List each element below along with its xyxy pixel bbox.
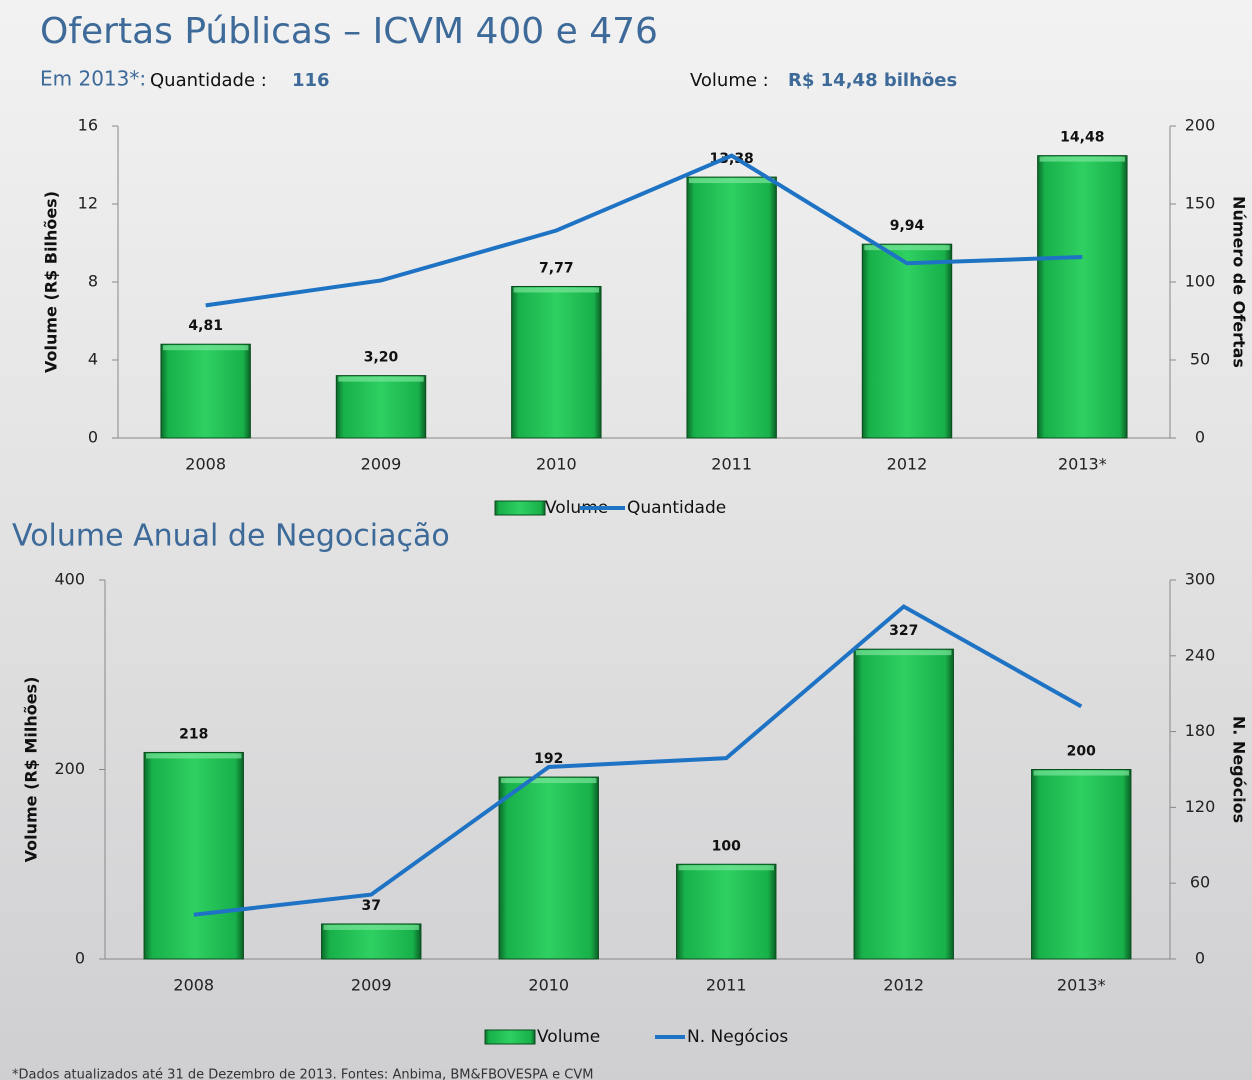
y-tick-label: 12 bbox=[78, 194, 98, 213]
x-tick-label: 2013* bbox=[1057, 976, 1106, 995]
value-label: 4,81 bbox=[188, 318, 223, 334]
footnote: *Dados atualizados até 31 de Dezembro de… bbox=[12, 1068, 593, 1080]
y2-tick-label: 0 bbox=[1195, 949, 1205, 968]
legend-label: Volume bbox=[545, 498, 608, 518]
line bbox=[205, 153, 1083, 308]
count-label: Quantidade : bbox=[150, 70, 267, 91]
count-value: 116 bbox=[292, 70, 330, 91]
bar-top bbox=[146, 753, 242, 759]
value-label: 9,94 bbox=[890, 218, 925, 234]
y2-tick-label: 0 bbox=[1195, 428, 1205, 447]
bar-top bbox=[678, 865, 774, 871]
y-tick-label: 8 bbox=[88, 272, 98, 291]
y2-tick-label: 240 bbox=[1185, 645, 1216, 664]
volume-label: Volume : bbox=[690, 70, 769, 91]
bar bbox=[1037, 155, 1128, 439]
y2-tick-label: 180 bbox=[1185, 721, 1216, 740]
y2-tick-label: 150 bbox=[1185, 194, 1216, 213]
value-label: 7,77 bbox=[539, 260, 574, 276]
value-label: 100 bbox=[712, 838, 741, 854]
line bbox=[193, 604, 1083, 917]
bar bbox=[676, 863, 777, 960]
y2-tick-label: 120 bbox=[1185, 797, 1216, 816]
legend-label: Quantidade bbox=[627, 498, 726, 518]
bar bbox=[1031, 769, 1132, 960]
bar bbox=[498, 776, 599, 960]
bar bbox=[686, 176, 777, 439]
bar-top bbox=[688, 178, 775, 184]
y-axis-label: Volume (R$ Bilhões) bbox=[42, 191, 61, 373]
y2-axis-label: N. Negócios bbox=[1230, 716, 1249, 823]
y2-tick-label: 50 bbox=[1190, 350, 1210, 369]
legend-swatch bbox=[484, 1029, 536, 1045]
x-tick-label: 2011 bbox=[706, 976, 747, 995]
bar bbox=[143, 751, 244, 960]
bar-top bbox=[513, 287, 600, 293]
x-tick-label: 2008 bbox=[173, 976, 214, 995]
x-tick-label: 2013* bbox=[1058, 455, 1107, 474]
bar-top bbox=[1033, 770, 1129, 776]
value-label: 14,48 bbox=[1060, 130, 1104, 146]
value-label: 218 bbox=[179, 726, 208, 742]
bar-top bbox=[162, 345, 249, 351]
bar bbox=[853, 648, 954, 960]
bar-top bbox=[1039, 156, 1126, 162]
y2-axis-label: Número de Ofertas bbox=[1230, 196, 1249, 368]
y-tick-label: 0 bbox=[88, 428, 98, 447]
x-tick-label: 2010 bbox=[536, 455, 577, 474]
period: Em 2013*: bbox=[40, 67, 146, 91]
bar bbox=[335, 375, 427, 439]
x-tick-label: 2009 bbox=[361, 455, 402, 474]
x-tick-label: 2008 bbox=[185, 455, 226, 474]
bar-top bbox=[323, 924, 419, 930]
y-axis-label: Volume (R$ Milhões) bbox=[22, 677, 41, 863]
legend-swatch bbox=[494, 500, 546, 516]
value-label: 200 bbox=[1067, 744, 1096, 760]
legend-label: Volume bbox=[537, 1027, 600, 1047]
bar-top bbox=[856, 650, 952, 656]
bar-top bbox=[501, 778, 597, 784]
y-tick-label: 4 bbox=[88, 350, 98, 369]
y-tick-label: 200 bbox=[54, 759, 85, 778]
value-label: 327 bbox=[889, 623, 918, 639]
bar bbox=[511, 285, 602, 439]
y-tick-label: 0 bbox=[75, 949, 85, 968]
y2-tick-label: 300 bbox=[1185, 570, 1216, 589]
bar-top bbox=[864, 245, 950, 251]
y2-tick-label: 100 bbox=[1185, 272, 1216, 291]
chart-title: Volume Anual de Negociação bbox=[12, 519, 450, 554]
y-tick-label: 400 bbox=[54, 570, 85, 589]
y2-tick-label: 60 bbox=[1190, 873, 1210, 892]
x-tick-label: 2010 bbox=[528, 976, 569, 995]
value-label: 3,20 bbox=[364, 350, 399, 366]
value-label: 37 bbox=[362, 898, 381, 914]
bar bbox=[160, 343, 251, 439]
x-tick-label: 2009 bbox=[351, 976, 392, 995]
legend-label: N. Negócios bbox=[687, 1027, 788, 1047]
bar-top bbox=[338, 376, 424, 382]
bar bbox=[861, 243, 953, 439]
value-label: 192 bbox=[534, 751, 563, 767]
volume-value: R$ 14,48 bilhões bbox=[788, 70, 957, 91]
y-tick-label: 16 bbox=[78, 116, 98, 135]
x-tick-label: 2012 bbox=[883, 976, 924, 995]
x-tick-label: 2012 bbox=[887, 455, 928, 474]
x-tick-label: 2011 bbox=[711, 455, 752, 474]
slide-title: Ofertas Públicas – ICVM 400 e 476 bbox=[40, 11, 658, 52]
y2-tick-label: 200 bbox=[1185, 116, 1216, 135]
